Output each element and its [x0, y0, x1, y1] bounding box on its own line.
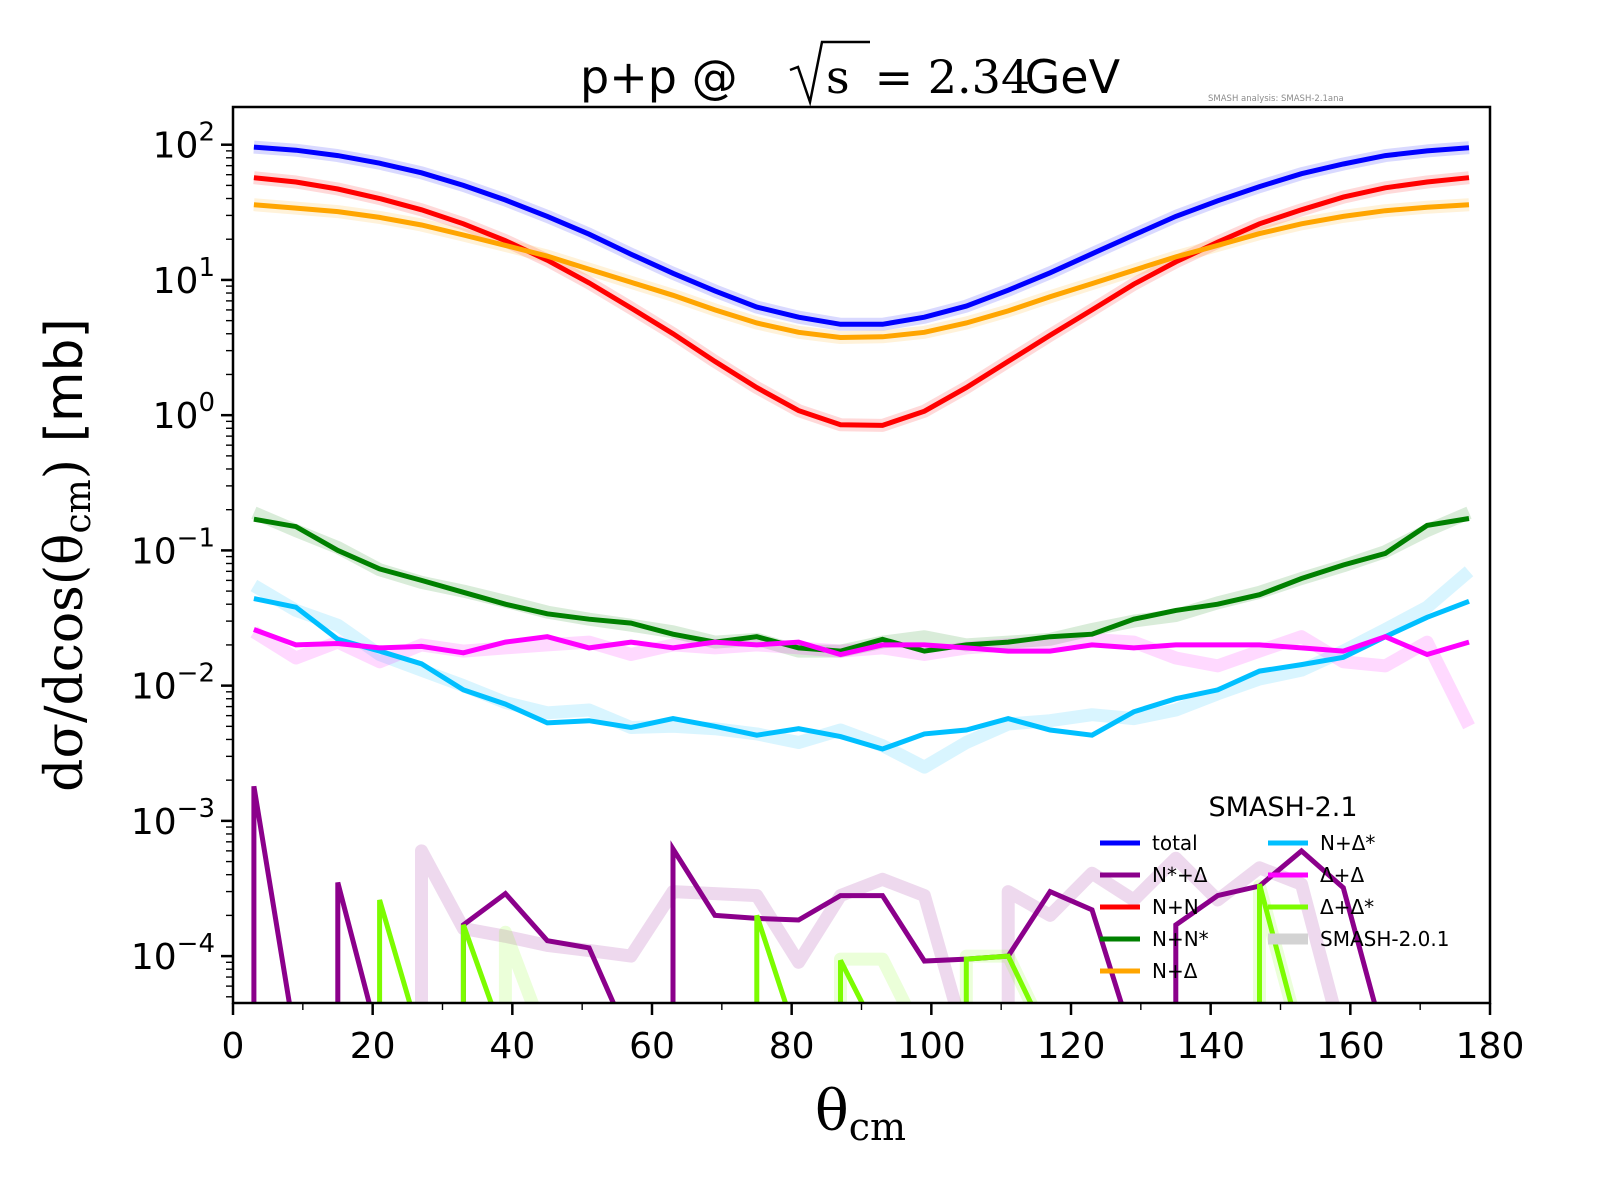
x-tick-label: 140: [1176, 1026, 1245, 1067]
y-tick-label: 100: [153, 388, 215, 437]
x-tick-label: 100: [897, 1026, 966, 1067]
series-line-ref-n-plus-delta-smash-2-0-1: [253, 198, 1470, 344]
series-line-n-plus-delta: [253, 202, 1470, 341]
legend-label-n-plus-nstar: N+N*: [1152, 927, 1209, 951]
legend-label-smash-2-0-1: SMASH-2.0.1: [1320, 927, 1449, 951]
series-line-ref-delta-plus-deltastar-smash-2-0-1: [498, 879, 1298, 1003]
y-tick-label: 10−2: [131, 659, 215, 708]
y-tick-label: 102: [153, 118, 215, 167]
legend-label-n-plus-n: N+N: [1152, 895, 1199, 919]
x-tick-label: 20: [350, 1026, 396, 1067]
chart-title: p+p @: [580, 50, 738, 104]
series-line-n-plus-deltastar: [253, 596, 1470, 752]
x-tick-label: 80: [769, 1026, 815, 1067]
title-value: = 2.34: [860, 50, 1030, 104]
title-sqrt: s: [789, 40, 870, 107]
legend-label-nstar-plus-delta: N*+Δ: [1152, 863, 1208, 887]
series-line-n-plus-nstar: [253, 516, 1470, 654]
legend-label-n-plus-deltastar: N+Δ*: [1320, 831, 1375, 855]
main-series-group: [251, 144, 1470, 1003]
x-tick-label: 40: [489, 1026, 535, 1067]
x-axis-label: θcm: [815, 1079, 906, 1149]
legend-title: SMASH-2.1: [1208, 792, 1357, 823]
sqrt-sign-icon: [789, 40, 870, 107]
x-axis: 0 20 40 60 80 100 120 140 160 180: [222, 1003, 1525, 1067]
legend-label-delta-plus-delta: Δ+Δ: [1320, 863, 1364, 887]
series-line-n-plus-n: [253, 175, 1470, 428]
legend-label-delta-plus-deltastar: Δ+Δ*: [1320, 895, 1374, 919]
legend-label-n-plus-delta: N+Δ: [1152, 959, 1198, 983]
x-tick-label: 160: [1316, 1026, 1385, 1067]
y-axis-label: dσ/dcos(θcm) [mb]: [35, 318, 99, 792]
y-tick-label: 101: [153, 253, 215, 302]
legend: SMASH-2.1 total N*+Δ N+N N+N* N+Δ N+Δ* Δ+Δ Δ+Δ*…: [1100, 792, 1449, 983]
y-axis-label-sub: cm: [58, 479, 99, 533]
y-tick-label: 10−4: [131, 929, 215, 978]
x-tick-label: 60: [629, 1026, 675, 1067]
y-axis: 102 101 100 10−1 10−2 10−3 10−4: [131, 118, 233, 998]
x-tick-label: 120: [1037, 1026, 1106, 1067]
title-prefix: p+p @: [580, 50, 738, 104]
y-tick-label: 10−1: [131, 523, 215, 572]
x-tick-label: 0: [222, 1026, 245, 1067]
x-axis-label-sub: cm: [849, 1105, 906, 1149]
series-line-ref-total-smash-2-0-1: [253, 140, 1470, 331]
analysis-annotation: SMASH analysis: SMASH-2.1ana: [1208, 94, 1344, 104]
title-radicand: s: [826, 50, 850, 104]
x-tick-label: 180: [1456, 1026, 1525, 1067]
title-suffix: GeV: [1010, 50, 1121, 104]
y-tick-label: 10−3: [131, 794, 215, 843]
legend-label-total: total: [1152, 831, 1198, 855]
series-line-total: [253, 144, 1470, 327]
series-line-delta-plus-delta: [253, 627, 1470, 658]
